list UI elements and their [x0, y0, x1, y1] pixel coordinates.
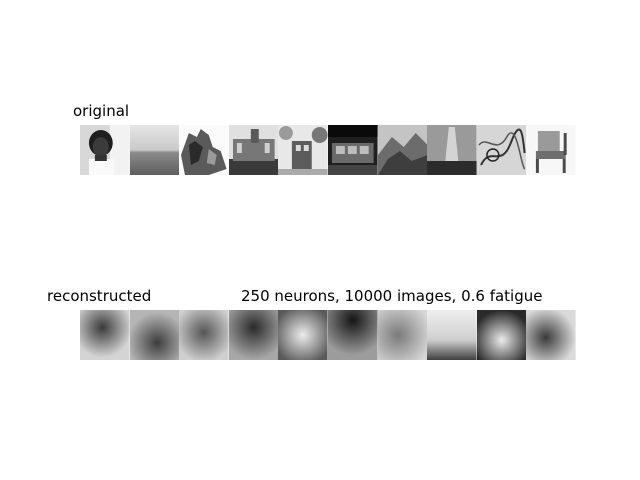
reconstructed-image-1 [80, 310, 130, 360]
original-image-cathedral [228, 125, 279, 175]
reconstructed-image-strip [80, 310, 576, 360]
reconstructed-image-4 [228, 310, 279, 360]
reconstructed-image-8 [427, 310, 477, 360]
reconstructed-image-3 [179, 310, 229, 360]
original-image-strip [80, 125, 576, 175]
original-image-portrait [80, 125, 130, 175]
original-image-tree-building [278, 125, 328, 175]
reconstructed-image-10 [526, 310, 576, 360]
original-title: original [73, 102, 130, 120]
original-image-sculpture [179, 125, 229, 175]
reconstructed-image-9 [476, 310, 527, 360]
reconstructed-image-6 [327, 310, 378, 360]
original-image-tower [427, 125, 477, 175]
reconstructed-image-7 [377, 310, 428, 360]
reconstructed-image-5 [278, 310, 328, 360]
reconstructed-title: reconstructed [47, 287, 152, 305]
reconstructed-image-2 [129, 310, 180, 360]
parameters-title: 250 neurons, 10000 images, 0.6 fatigue [241, 287, 543, 305]
original-image-mountain [377, 125, 428, 175]
original-image-sketch [476, 125, 527, 175]
original-image-horizon [129, 125, 180, 175]
original-image-bus [327, 125, 378, 175]
original-image-chair [526, 125, 576, 175]
